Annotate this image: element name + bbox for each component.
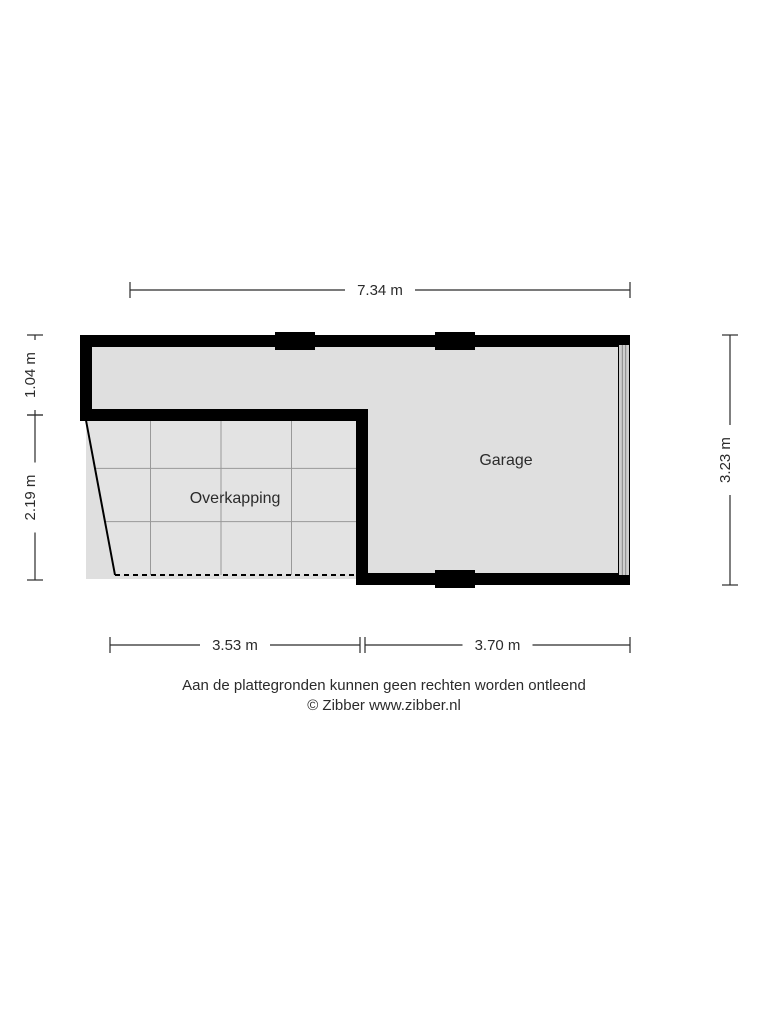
dim-right: 3.23 m: [717, 437, 734, 483]
window-bottom: [435, 570, 475, 588]
right-door-panel: [619, 345, 629, 575]
wall-interior-top: [80, 409, 368, 421]
footer-line2: © Zibber www.zibber.nl: [307, 697, 461, 714]
wall-interior-right: [356, 409, 368, 585]
footer-line1: Aan de plattegronden kunnen geen rechten…: [182, 677, 586, 694]
dim-bottom-right: 3.70 m: [475, 637, 521, 654]
garage-label: Garage: [479, 452, 532, 469]
window-top-1: [435, 332, 475, 350]
dim-bottom-left: 3.53 m: [212, 637, 258, 654]
dim-top: 7.34 m: [357, 282, 403, 299]
dim-left-bottom: 2.19 m: [22, 475, 39, 521]
wall-bottom: [362, 573, 630, 585]
dim-left-top: 1.04 m: [22, 352, 39, 398]
window-top-0: [275, 332, 315, 350]
wall-left-upper: [80, 335, 92, 421]
wall-top: [80, 335, 630, 347]
overkapping-label: Overkapping: [190, 490, 281, 507]
